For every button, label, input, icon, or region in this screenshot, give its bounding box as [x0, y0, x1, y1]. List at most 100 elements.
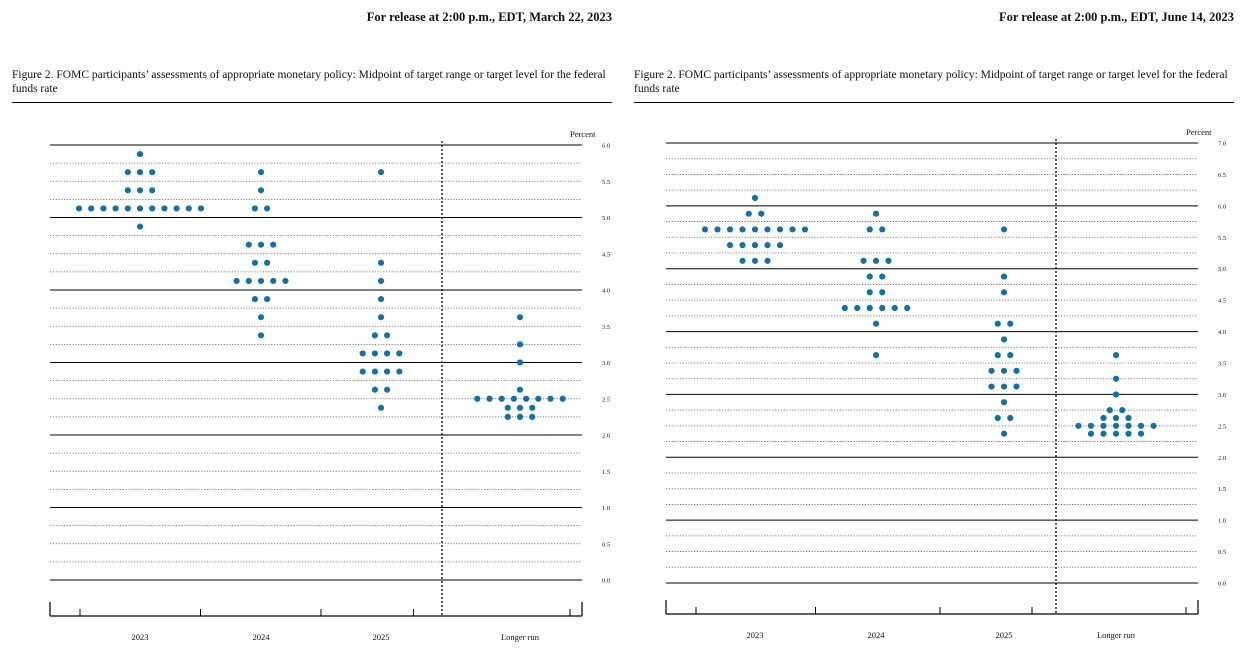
- participant-dot: [396, 350, 403, 357]
- participant-dot: [264, 295, 271, 303]
- participant-dot: [474, 395, 481, 402]
- participant-dot: [714, 226, 721, 233]
- y-units-label: Percent: [570, 129, 596, 139]
- participant-dot: [751, 194, 759, 202]
- participant-dot: [1000, 367, 1008, 374]
- participant-dot: [1000, 399, 1008, 406]
- participant-dot: [377, 295, 385, 303]
- participant-dot: [872, 320, 880, 327]
- participant-dot: [251, 259, 258, 266]
- x-category-label: 2025: [373, 632, 390, 642]
- y-tick-label: 4.5: [602, 251, 610, 258]
- participant-dot: [1137, 430, 1145, 437]
- participant-dot: [988, 367, 995, 374]
- y-tick-label: 2.0: [602, 433, 610, 440]
- participant-dot: [866, 226, 873, 233]
- participant-dot: [516, 386, 524, 393]
- y-tick-label: 2.0: [1218, 455, 1226, 462]
- participant-dot: [1137, 422, 1145, 429]
- participant-dot: [504, 404, 511, 411]
- participant-dot: [257, 314, 265, 321]
- participant-dot: [764, 257, 771, 264]
- participant-dot: [264, 205, 271, 212]
- participant-dot: [136, 223, 144, 230]
- participant-dot: [1013, 383, 1020, 390]
- participant-dot: [270, 241, 277, 248]
- participant-dot: [264, 259, 271, 266]
- y-tick-label: 5.5: [1218, 235, 1226, 242]
- participant-dot: [547, 395, 554, 402]
- dot-plot-panel-june: For release at 2:00 p.m., EDT, June 14, …: [634, 0, 1234, 666]
- participant-dot: [1112, 352, 1120, 359]
- participant-dot: [112, 205, 119, 212]
- dot-plot-chart: 0.0 0.5 1.0 1.5 2.0 2.5 3.0 3.5 4.0 4.5 5.0 5.5 6.0 P…: [49, 129, 610, 642]
- y-tick-label: 5.0: [602, 215, 610, 222]
- participant-dot: [1087, 422, 1095, 429]
- participant-dot: [1112, 422, 1120, 429]
- participant-dot: [879, 289, 886, 296]
- y-tick-label: 4.5: [1218, 298, 1226, 305]
- participant-dot: [535, 395, 542, 402]
- participant-dot: [789, 226, 796, 233]
- participant-dot: [136, 169, 144, 176]
- participant-dot: [872, 210, 880, 217]
- participant-dot: [1112, 391, 1120, 398]
- participant-dot: [124, 169, 131, 176]
- participant-dot: [257, 169, 265, 176]
- participant-dot: [510, 395, 517, 402]
- participant-dot: [764, 226, 771, 233]
- participant-dot: [751, 242, 759, 249]
- participant-dot: [124, 187, 131, 194]
- participant-dot: [758, 210, 765, 217]
- participant-dot: [559, 395, 566, 402]
- participant-dot: [257, 187, 265, 194]
- participant-dot: [994, 352, 1001, 359]
- participant-dot: [270, 277, 277, 285]
- y-tick-label: 1.5: [602, 469, 610, 476]
- participant-dot: [504, 413, 511, 420]
- participant-dot: [1000, 273, 1008, 280]
- participant-dot: [854, 304, 861, 312]
- participant-dot: [1106, 407, 1113, 414]
- participant-dot: [245, 241, 252, 248]
- participant-dot: [251, 205, 258, 212]
- participant-dot: [904, 304, 911, 312]
- participant-dot: [136, 187, 144, 194]
- participant-dot: [384, 368, 391, 375]
- participant-dot: [396, 368, 403, 375]
- participant-dot: [149, 187, 156, 194]
- figure-caption: Figure 2. FOMC participants’ assessments…: [634, 68, 1234, 103]
- participant-dot: [988, 383, 995, 390]
- x-category-label: 2024: [253, 632, 271, 642]
- participant-dot: [523, 395, 530, 402]
- participant-dot: [88, 205, 95, 212]
- participant-dot: [371, 350, 378, 357]
- participant-dot: [384, 350, 391, 357]
- participant-dot: [866, 304, 873, 312]
- participant-dot: [1087, 430, 1095, 437]
- participant-dot: [359, 368, 366, 375]
- participant-dot: [185, 205, 192, 212]
- participant-dot: [371, 332, 378, 339]
- participant-dot: [776, 242, 784, 249]
- participant-dot: [233, 277, 240, 285]
- participant-dot: [124, 205, 131, 212]
- participant-dot: [801, 226, 809, 233]
- participant-dot: [1119, 407, 1126, 414]
- y-tick-label: 3.5: [602, 324, 610, 331]
- y-tick-label: 0.5: [1218, 549, 1226, 556]
- participant-dot: [745, 210, 752, 217]
- participant-dot: [879, 304, 886, 312]
- participant-dot: [384, 386, 391, 393]
- dot-plot-panel-march: For release at 2:00 p.m., EDT, March 22,…: [12, 0, 612, 666]
- y-units-label: Percent: [1186, 127, 1212, 137]
- participant-dot: [1013, 367, 1020, 374]
- participant-dot: [257, 277, 265, 285]
- y-tick-label: 1.0: [602, 505, 610, 512]
- y-tick-label: 0.5: [602, 541, 610, 548]
- y-tick-label: 1.0: [1218, 518, 1226, 525]
- x-category-label: Longer run: [1097, 630, 1136, 640]
- participant-dot: [860, 257, 867, 264]
- y-tick-label: 2.5: [602, 396, 610, 403]
- participant-dot: [359, 350, 366, 357]
